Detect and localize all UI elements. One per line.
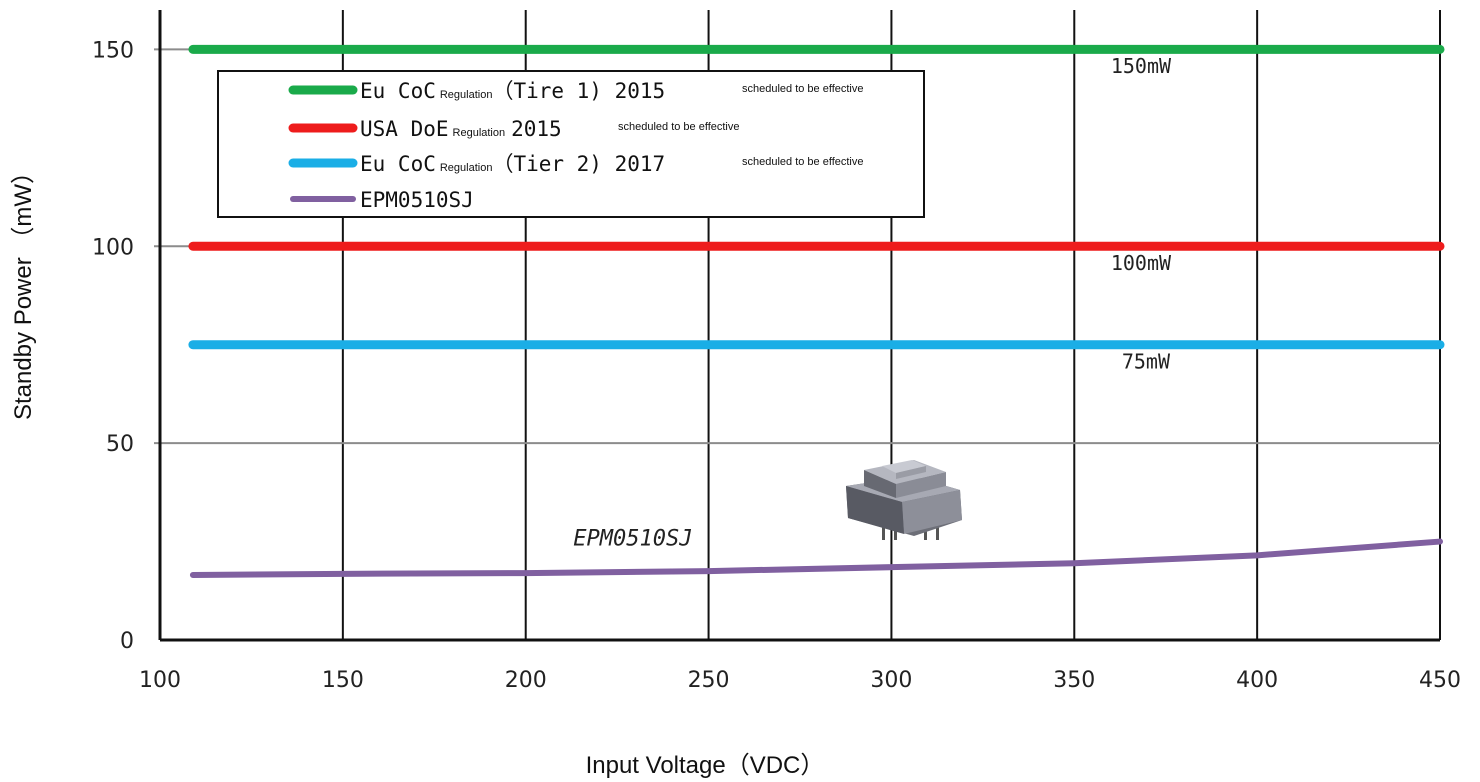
- axes: [158, 10, 1440, 642]
- transformer-module-picture: [846, 460, 962, 540]
- legend-schedule-doe: scheduled to be effective: [618, 121, 740, 133]
- legend-year-tier2: （Tier 2) 2017: [492, 152, 665, 176]
- series-line-epm: [189, 538, 1443, 579]
- legend-schedule-tier1: scheduled to be effective: [742, 83, 864, 95]
- legend-schedule-tier2: scheduled to be effective: [742, 156, 864, 168]
- y-tick-label-100: 100: [92, 235, 134, 260]
- legend-year-doe: 2015: [511, 117, 562, 141]
- value-label-tier1: 150mW: [1111, 54, 1172, 78]
- y-tick-label-150: 150: [92, 38, 134, 63]
- legend-regulation-tier1: Regulation: [440, 89, 493, 101]
- legend-label-tier1: Eu CoC Regulation（Tire 1) 2015: [360, 79, 665, 103]
- x-tick-label-150: 150: [322, 668, 364, 693]
- x-tick-label-300: 300: [870, 668, 912, 693]
- legend-name-epm: EPM0510SJ: [360, 188, 474, 212]
- legend-label-epm: EPM0510SJ: [360, 188, 474, 212]
- legend-year-tier1: （Tire 1) 2015: [492, 79, 665, 103]
- legend-entry-doe: USA DoE Regulation 2015 scheduled to be eff…: [288, 117, 740, 141]
- legend-regulation-tier2: Regulation: [440, 162, 493, 174]
- x-tick-label-200: 200: [505, 668, 547, 693]
- legend-frame: [217, 70, 925, 218]
- annotations: 150mW 100mW 75mW EPM0510SJ: [573, 54, 1172, 552]
- legend-label-tier2: Eu CoC Regulation（Tier 2) 2017: [360, 152, 665, 176]
- legend: Eu CoC Regulation（Tire 1) 2015 scheduled t…: [217, 70, 925, 218]
- y-tick-label-0: 0: [120, 629, 134, 654]
- value-label-tier2: 75mW: [1122, 349, 1171, 373]
- x-tick-label-350: 350: [1053, 668, 1095, 693]
- tick-labels: 100 150 200 250 300 350 400 450 0 50 100 150: [92, 38, 1461, 693]
- x-tick-label-450: 450: [1419, 668, 1461, 693]
- legend-entry-tier1: Eu CoC Regulation（Tire 1) 2015 scheduled t…: [288, 79, 864, 103]
- legend-regulation-doe: Regulation: [453, 127, 506, 139]
- value-label-doe: 100mW: [1111, 251, 1172, 275]
- x-axis-title: Input Voltage（VDC）: [586, 752, 825, 779]
- x-tick-label-250: 250: [688, 668, 730, 693]
- legend-entry-epm: EPM0510SJ: [290, 188, 474, 212]
- x-tick-label-400: 400: [1236, 668, 1278, 693]
- legend-name-tier2: Eu CoC: [360, 152, 436, 176]
- x-tick-label-100: 100: [139, 668, 181, 693]
- y-tick-label-50: 50: [106, 432, 134, 457]
- inline-label-epm: EPM0510SJ: [573, 527, 692, 552]
- y-axis-title: Standby Power （mW）: [10, 160, 37, 420]
- legend-name-tier1: Eu CoC: [360, 79, 436, 103]
- legend-label-doe: USA DoE Regulation 2015: [360, 117, 562, 141]
- series-lines: [188, 44, 1445, 579]
- legend-entry-tier2: Eu CoC Regulation（Tier 2) 2017 scheduled t…: [288, 152, 864, 176]
- legend-name-doe: USA DoE: [360, 117, 449, 141]
